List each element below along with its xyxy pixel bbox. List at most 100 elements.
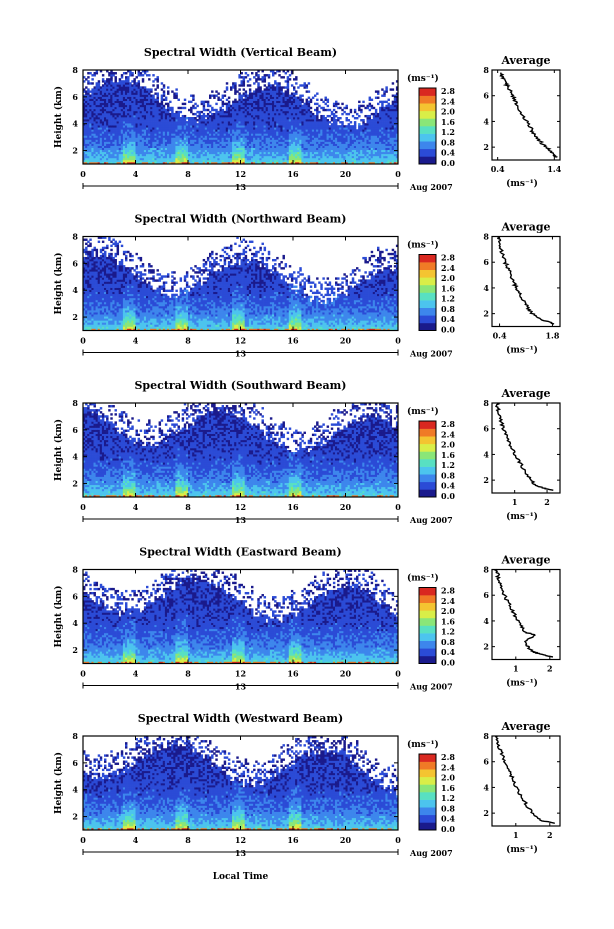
heatmap-cell xyxy=(215,123,217,125)
heatmap-cell xyxy=(154,119,156,121)
heatmap-cell xyxy=(373,123,375,125)
heatmap-cell xyxy=(146,113,148,115)
heatmap-cell xyxy=(367,150,369,152)
heatmap-cell xyxy=(180,117,182,119)
heatmap-cell xyxy=(110,158,112,160)
heatmap-cell xyxy=(264,95,266,97)
heatmap-cell xyxy=(112,99,114,101)
heatmap-cell xyxy=(360,139,362,141)
heatmap-cell xyxy=(127,105,129,107)
heatmap-cell xyxy=(385,129,387,131)
heatmap-cell xyxy=(150,148,152,150)
heatmap-cell xyxy=(287,86,289,88)
heatmap-cell xyxy=(217,127,219,129)
heatmap-cell xyxy=(377,150,379,152)
heatmap-cell xyxy=(301,137,303,139)
heatmap-cell xyxy=(390,117,392,119)
heatmap-cell xyxy=(230,156,232,158)
heatmap-cell xyxy=(232,101,234,103)
heatmap-cell xyxy=(333,139,335,141)
heatmap-cell xyxy=(253,160,255,162)
heatmap-cell xyxy=(203,160,205,162)
heatmap-cell xyxy=(392,146,394,148)
heatmap-cell xyxy=(337,137,339,139)
heatmap-cell xyxy=(318,146,320,148)
heatmap-cell xyxy=(247,142,249,144)
heatmap-cell xyxy=(94,137,96,139)
heatmap-cell xyxy=(335,115,337,117)
heatmap-cell xyxy=(106,105,108,107)
heatmap-cell xyxy=(152,99,154,101)
heatmap-cell xyxy=(148,133,150,135)
heatmap-cell xyxy=(148,109,150,111)
heatmap-cell xyxy=(222,139,224,141)
heatmap-cell xyxy=(192,152,194,154)
heatmap-cell xyxy=(112,137,114,139)
heatmap-cell xyxy=(268,148,270,150)
heatmap-cell xyxy=(203,146,205,148)
heatmap-cell xyxy=(224,148,226,150)
heatmap-cell xyxy=(205,109,207,111)
heatmap-cell xyxy=(213,139,215,141)
heatmap-cell xyxy=(104,107,106,109)
heatmap-cell xyxy=(106,156,108,158)
heatmap-cell xyxy=(209,142,211,144)
heatmap-cell xyxy=(316,127,318,129)
heatmap-cell xyxy=(325,135,327,137)
heatmap-cell xyxy=(127,99,129,101)
heatmap-cell xyxy=(157,156,159,158)
heatmap-cell xyxy=(304,150,306,152)
heatmap-cell xyxy=(331,135,333,137)
heatmap-cell xyxy=(348,127,350,129)
heatmap-cell xyxy=(91,95,93,97)
heatmap-cell xyxy=(306,121,308,123)
heatmap-cell xyxy=(364,129,366,131)
heatmap-cell xyxy=(301,146,303,148)
heatmap-cell xyxy=(308,160,310,162)
heatmap-cell xyxy=(354,150,356,152)
heatmap-cell xyxy=(283,156,285,158)
heatmap-cell xyxy=(287,90,289,92)
heatmap-cell xyxy=(213,129,215,131)
heatmap-cell xyxy=(167,137,169,139)
heatmap-cell xyxy=(228,117,230,119)
heatmap-cell xyxy=(125,117,127,119)
heatmap-cell xyxy=(293,129,295,131)
heatmap-cell xyxy=(249,117,251,119)
heatmap-cell xyxy=(381,146,383,148)
heatmap-cell xyxy=(241,137,243,139)
heatmap-cell xyxy=(388,158,390,160)
heatmap-cell xyxy=(142,129,144,131)
heatmap-cell xyxy=(299,109,301,111)
heatmap-cell xyxy=(96,127,98,129)
heatmap-cell xyxy=(144,158,146,160)
heatmap-cell xyxy=(310,152,312,154)
heatmap-cell xyxy=(203,129,205,131)
heatmap-cell xyxy=(238,101,240,103)
heatmap-cell xyxy=(266,105,268,107)
heatmap-cell xyxy=(106,92,108,94)
heatmap-cell xyxy=(369,150,371,152)
heatmap-cell xyxy=(125,78,127,80)
heatmap-cell xyxy=(175,133,177,135)
heatmap-cell xyxy=(146,131,148,133)
heatmap-cell xyxy=(106,129,108,131)
heatmap-cell xyxy=(94,129,96,131)
heatmap-cell xyxy=(169,158,171,160)
heatmap-cell xyxy=(287,139,289,141)
heatmap-cell xyxy=(270,123,272,125)
heatmap-cell xyxy=(327,152,329,154)
heatmap-cell xyxy=(171,113,173,115)
heatmap-cell xyxy=(257,150,259,152)
heatmap-cell xyxy=(119,142,121,144)
heatmap-cell xyxy=(346,139,348,141)
heatmap-cell xyxy=(163,99,165,101)
heatmap-cell xyxy=(255,78,257,80)
heatmap-cell xyxy=(339,129,341,131)
heatmap-cell xyxy=(154,129,156,131)
heatmap-cell xyxy=(167,152,169,154)
heatmap-cell xyxy=(289,142,291,144)
heatmap-cell xyxy=(318,142,320,144)
heatmap-cell xyxy=(306,129,308,131)
heatmap-cell xyxy=(369,115,371,117)
